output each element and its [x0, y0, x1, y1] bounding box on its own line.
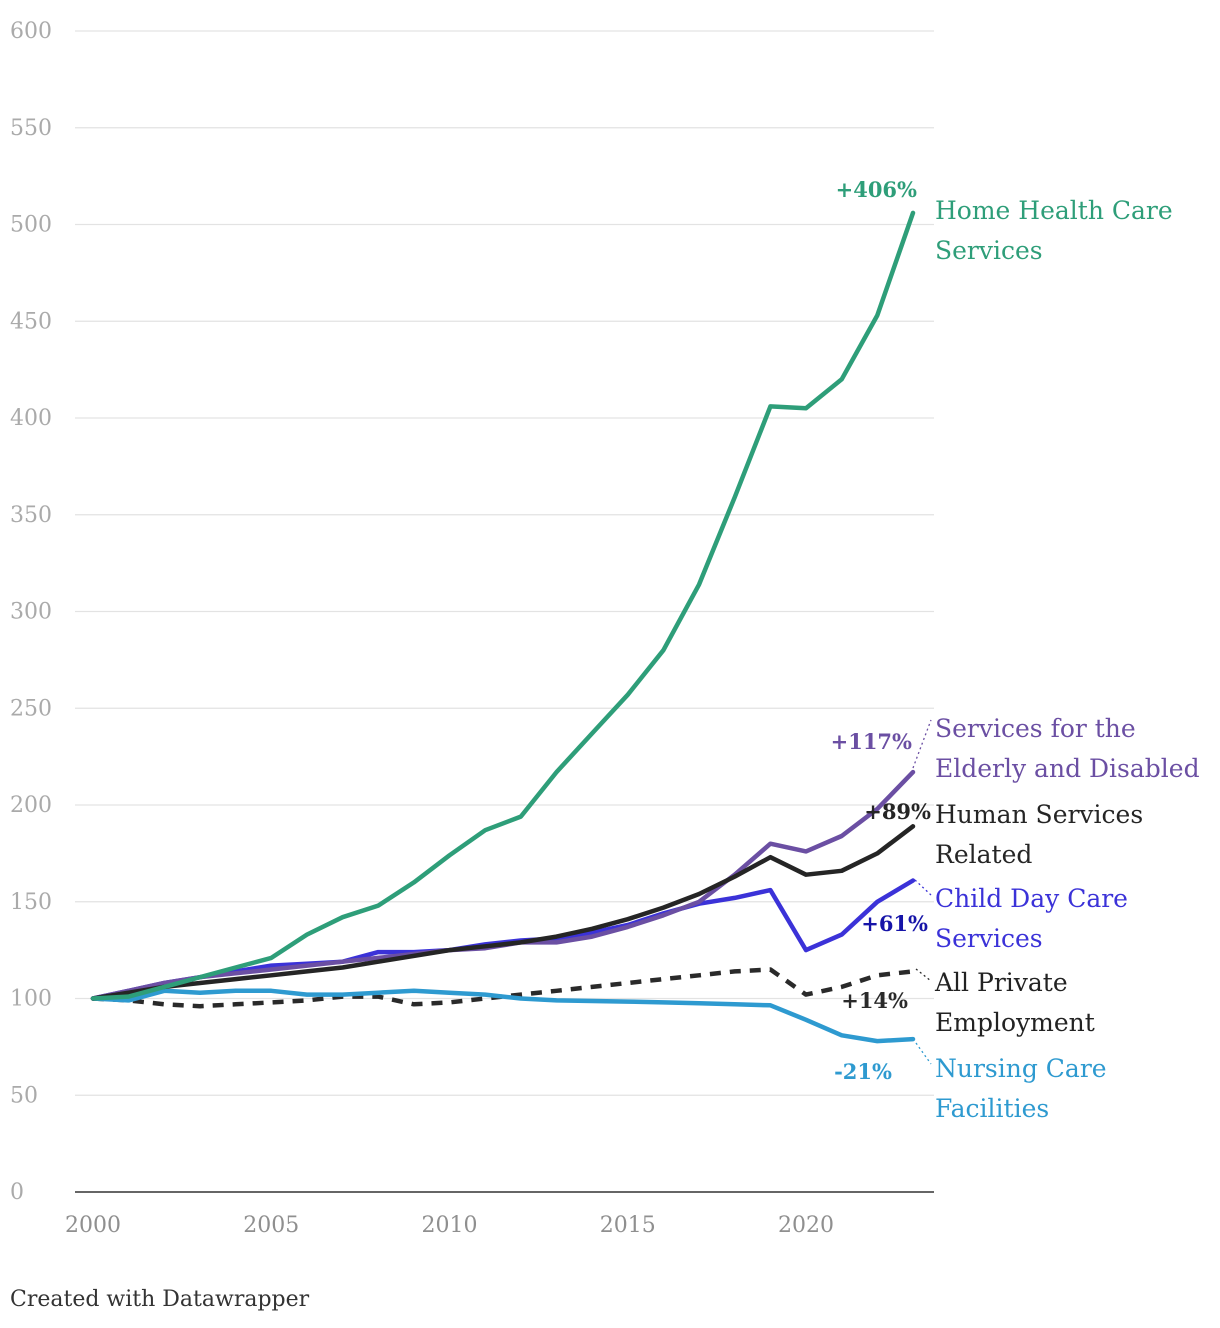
line-home — [90, 210, 916, 1001]
x-tick-label-2015: 2015 — [600, 1213, 656, 1238]
change-label-elderly: +117% — [831, 729, 912, 754]
y-tick-label-550: 550 — [10, 116, 52, 141]
series-name-human-line-1: Human Services — [935, 800, 1143, 829]
leader-private — [915, 968, 932, 982]
y-tick-label-50: 50 — [10, 1083, 38, 1108]
label-leader-lines — [912, 719, 932, 1065]
line-chart: 0 50 100 150 200 250 300 350 400 450 500 550 600 200… — [10, 19, 1200, 1238]
credit-note: Created with Datawrapper — [10, 1287, 310, 1312]
y-tick-label-600: 600 — [10, 19, 52, 44]
x-tick-label-2020: 2020 — [778, 1213, 834, 1238]
y-tick-label-450: 450 — [10, 309, 52, 334]
series-name-elderly-line-1: Services for the — [935, 714, 1136, 743]
series-name-home-line-2: Services — [935, 236, 1043, 265]
change-label-private: +14% — [841, 988, 908, 1013]
y-tick-label-0: 0 — [10, 1180, 24, 1205]
y-axis-ticks: 0 50 100 150 200 250 300 350 400 450 500 550 600 — [10, 19, 52, 1205]
y-tick-label-300: 300 — [10, 600, 52, 625]
y-tick-label-500: 500 — [10, 213, 52, 238]
series-labels: Home Health Care Services +406% Services fo… — [831, 177, 1200, 1123]
gridlines — [75, 30, 934, 1193]
change-label-nursing: -21% — [834, 1059, 892, 1084]
leader-nursing — [915, 1042, 932, 1065]
y-tick-label-200: 200 — [10, 793, 52, 818]
x-tick-label-2010: 2010 — [422, 1213, 478, 1238]
line-nursing — [90, 988, 916, 1044]
x-tick-label-2005: 2005 — [243, 1213, 299, 1238]
x-axis-ticks: 2000 2005 2010 2015 2020 — [65, 1213, 834, 1238]
change-label-home: +406% — [836, 177, 917, 202]
leader-elderly — [912, 719, 932, 769]
change-label-childcare: +61% — [861, 911, 928, 936]
series-name-elderly-line-2: Elderly and Disabled — [935, 754, 1200, 783]
leader-childcare — [914, 879, 932, 896]
series-name-nursing-line-1: Nursing Care — [935, 1054, 1107, 1083]
line-elderly — [90, 769, 916, 1001]
y-tick-label-100: 100 — [10, 987, 52, 1012]
series-name-private-line-2: Employment — [935, 1008, 1095, 1037]
series-name-home-line-1: Home Health Care — [935, 196, 1173, 225]
series-name-childcare-line-1: Child Day Care — [935, 884, 1128, 913]
line-private — [92, 967, 914, 1009]
series-name-childcare-line-2: Services — [935, 924, 1043, 953]
line-human — [90, 824, 916, 1001]
series-name-private-line-1: All Private — [934, 968, 1068, 997]
series-lines — [90, 210, 916, 1044]
change-label-human: +89% — [864, 799, 931, 824]
series-name-nursing-line-2: Facilities — [935, 1094, 1049, 1123]
series-name-human-line-2: Related — [935, 840, 1032, 869]
y-tick-label-250: 250 — [10, 696, 52, 721]
x-tick-label-2000: 2000 — [65, 1213, 121, 1238]
y-tick-label-150: 150 — [10, 890, 52, 915]
y-tick-label-350: 350 — [10, 503, 52, 528]
y-tick-label-400: 400 — [10, 406, 52, 431]
